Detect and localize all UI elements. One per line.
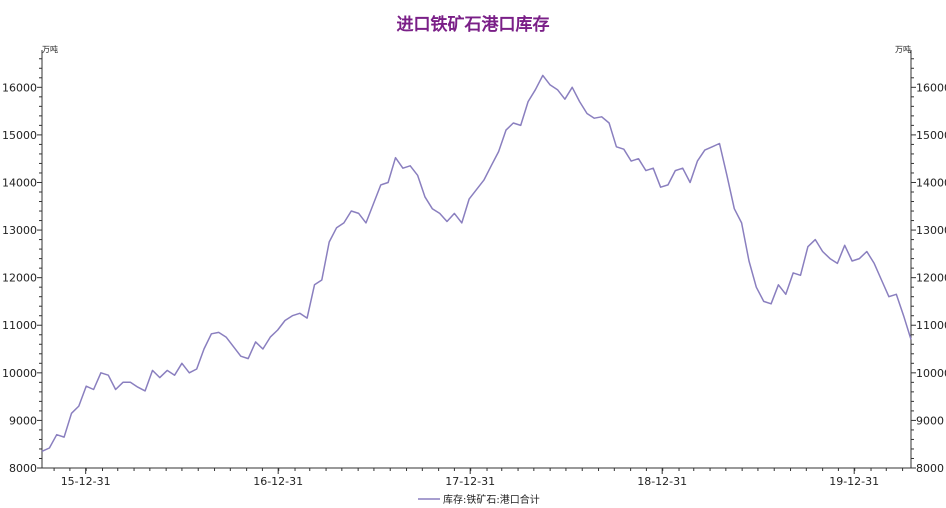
x-tick-label: 18-12-31 bbox=[637, 475, 687, 488]
right-y-tick-label: 16000 bbox=[916, 81, 946, 94]
right-y-tick-label: 10000 bbox=[916, 367, 946, 380]
right-y-tick-label: 8000 bbox=[916, 462, 944, 475]
x-tick-label: 15-12-31 bbox=[61, 475, 111, 488]
left-y-tick-label: 13000 bbox=[2, 224, 37, 237]
right-y-tick-label: 11000 bbox=[916, 319, 946, 332]
left-y-tick-label: 11000 bbox=[2, 319, 37, 332]
left-y-unit: 万吨 bbox=[42, 44, 58, 54]
left-y-tick-label: 12000 bbox=[2, 272, 37, 285]
left-y-tick-label: 8000 bbox=[9, 462, 37, 475]
right-y-tick-label: 13000 bbox=[916, 224, 946, 237]
right-y-tick-label: 15000 bbox=[916, 129, 946, 142]
x-tick-label: 16-12-31 bbox=[253, 475, 303, 488]
left-y-tick-label: 9000 bbox=[9, 414, 37, 427]
legend-label: 库存:铁矿石:港口合计 bbox=[443, 493, 540, 506]
left-y-tick-label: 14000 bbox=[2, 176, 37, 189]
x-tick-label: 19-12-31 bbox=[829, 475, 879, 488]
right-y-tick-label: 12000 bbox=[916, 272, 946, 285]
left-y-tick-label: 10000 bbox=[2, 367, 37, 380]
x-tick-label: 17-12-31 bbox=[445, 475, 495, 488]
right-y-tick-label: 14000 bbox=[916, 176, 946, 189]
chart-title: 进口铁矿石港口库存 bbox=[396, 15, 550, 35]
right-y-tick-label: 9000 bbox=[916, 414, 944, 427]
left-y-tick-label: 16000 bbox=[2, 81, 37, 94]
left-y-tick-label: 15000 bbox=[2, 129, 37, 142]
right-y-unit: 万吨 bbox=[895, 44, 911, 54]
series-line bbox=[41, 74, 912, 452]
